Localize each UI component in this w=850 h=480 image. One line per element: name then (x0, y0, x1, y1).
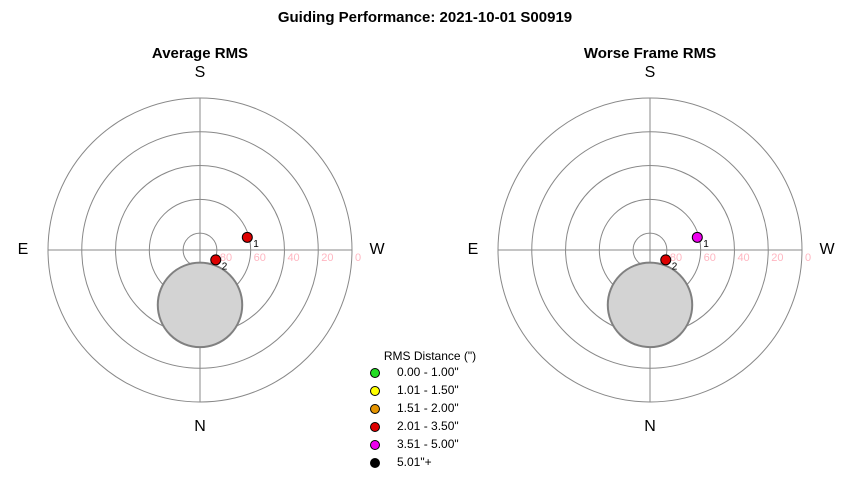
direction-label: S (645, 64, 656, 81)
legend-swatch (370, 440, 380, 450)
chart-title: Average RMS (152, 45, 248, 62)
r-tick-label: 0 (355, 252, 361, 264)
figure-title: Guiding Performance: 2021-10-01 S00919 (278, 9, 572, 26)
direction-label: W (369, 241, 385, 258)
point-label: 2 (222, 261, 228, 272)
direction-label: E (468, 241, 479, 258)
legend-swatch (370, 404, 380, 414)
legend-label: 5.01"+ (397, 455, 432, 469)
point-label: 1 (703, 239, 709, 250)
legend-title: RMS Distance (") (384, 349, 476, 363)
legend-swatch (370, 386, 380, 396)
legend-label: 3.51 - 5.00" (397, 437, 459, 451)
shaded-region (606, 261, 694, 349)
r-tick-label: 60 (704, 252, 716, 264)
data-point (691, 231, 703, 243)
r-tick-label: 40 (287, 252, 299, 264)
legend-swatch (370, 458, 380, 468)
legend-label: 2.01 - 3.50" (397, 419, 459, 433)
legend-swatch (370, 368, 380, 378)
r-tick-label: 20 (771, 252, 783, 264)
direction-label: N (194, 418, 206, 435)
direction-label: E (18, 241, 29, 258)
legend-label: 0.00 - 1.00" (397, 365, 459, 379)
data-point (210, 254, 222, 266)
legend-swatch (370, 422, 380, 432)
r-tick-label: 20 (321, 252, 333, 264)
direction-label: S (195, 64, 206, 81)
data-point (660, 254, 672, 266)
r-tick-label: 80 (670, 252, 682, 264)
data-point (241, 231, 253, 243)
direction-label: N (644, 418, 656, 435)
r-tick-label: 80 (220, 252, 232, 264)
direction-label: W (819, 241, 835, 258)
legend-label: 1.51 - 2.00" (397, 401, 459, 415)
r-tick-label: 60 (254, 252, 266, 264)
shaded-region (156, 261, 244, 349)
legend-label: 1.01 - 1.50" (397, 383, 459, 397)
chart-title: Worse Frame RMS (584, 45, 716, 62)
r-tick-label: 0 (805, 252, 811, 264)
point-label: 2 (672, 261, 678, 272)
r-tick-label: 40 (737, 252, 749, 264)
point-label: 1 (253, 239, 259, 250)
